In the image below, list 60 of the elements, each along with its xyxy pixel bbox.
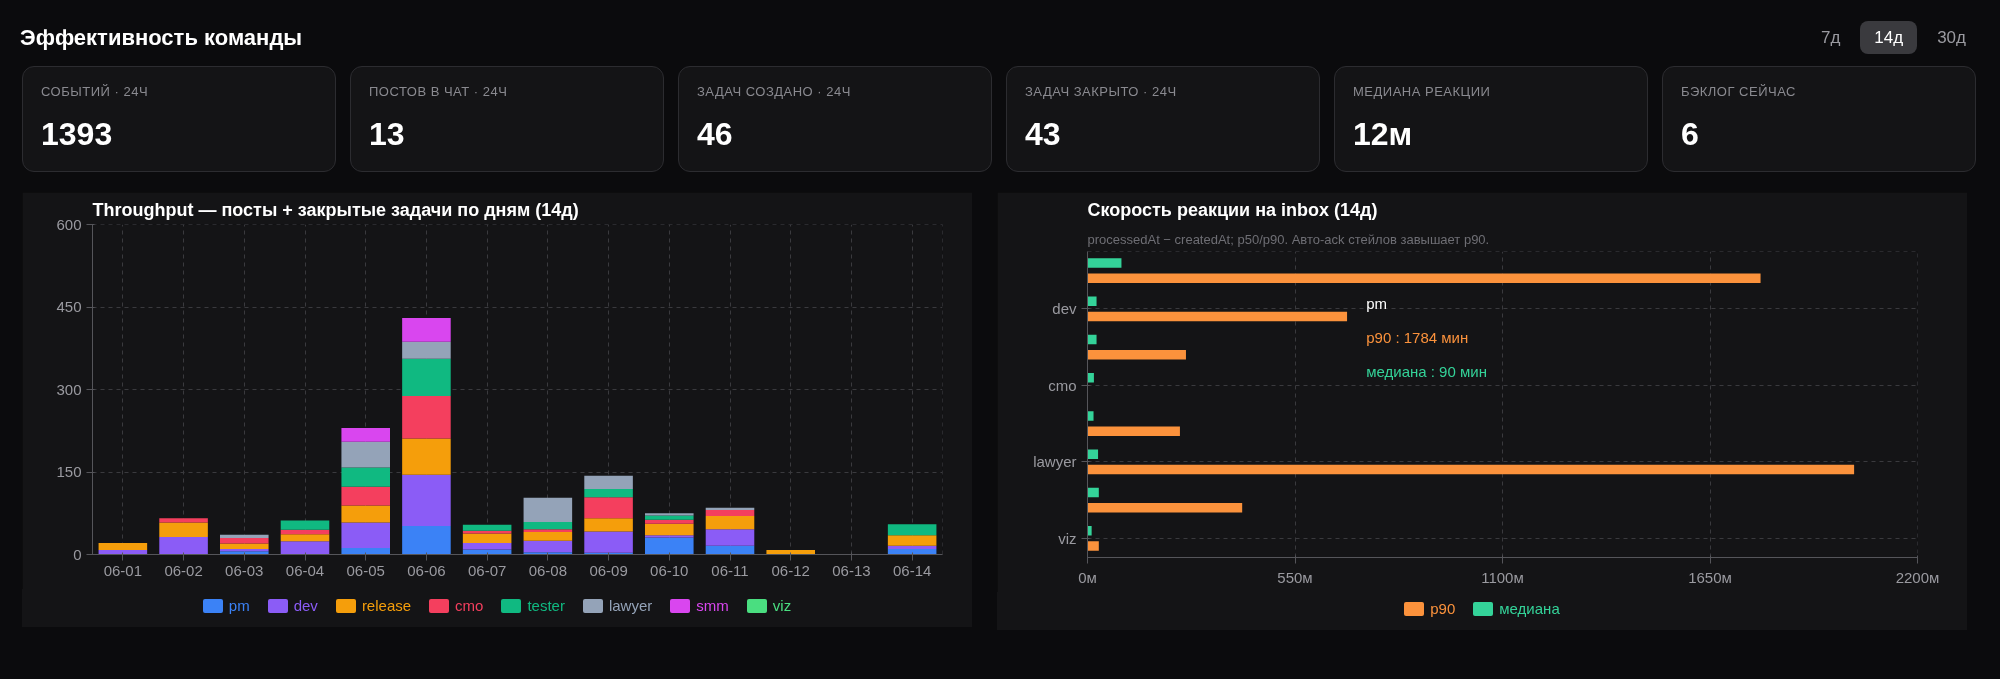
x-tick-label: 06-12: [771, 561, 810, 579]
text: 43: [1025, 114, 1062, 154]
x-tick-label: 0м: [1078, 568, 1097, 586]
x-tick-label: 06-04: [285, 561, 325, 579]
x-tick-label: 06-11: [711, 561, 749, 579]
legend-label: dev: [293, 596, 318, 616]
x-tick-label: 550м: [1277, 568, 1313, 586]
text: 30д: [1936, 26, 1967, 49]
chart-title: Throughput — посты + закрытые задачи по дням (14д): [92, 199, 579, 220]
x-tick-label: 06-09: [589, 561, 628, 579]
text: 46: [697, 114, 734, 154]
x-tick-label: 06-08: [528, 561, 568, 579]
text: МЕДИАНА РЕАКЦИИ: [1353, 83, 1492, 101]
text: ПОСТОВ В ЧАТ · 24Ч: [369, 83, 509, 101]
y-tick-label: viz: [1058, 529, 1077, 547]
y-tick-label: 0: [73, 545, 82, 563]
x-tick-label: 06-05: [346, 561, 385, 579]
x-tick-label: 2200м: [1895, 568, 1940, 586]
y-tick-label: dev: [1052, 300, 1077, 318]
x-tick-label: 06-01: [103, 561, 143, 579]
legend-label: smm: [696, 596, 729, 616]
text: 7д: [1819, 26, 1842, 49]
x-tick-label: 06-14: [892, 561, 932, 579]
text: 1393: [41, 114, 114, 154]
y-tick-label: 300: [56, 380, 82, 398]
text: 6: [1681, 114, 1700, 154]
y-tick-label: lawyer: [1033, 453, 1077, 471]
x-tick-label: 06-06: [407, 561, 446, 579]
chart-title: Скорость реакции на inbox (14д): [1087, 199, 1378, 220]
x-tick-label: 1100м: [1481, 568, 1524, 586]
legend-label: медиана: [1499, 599, 1560, 619]
annotation: pm: [1366, 294, 1388, 312]
annotation: p90 : 1784 мин: [1366, 329, 1469, 347]
legend-label: pm: [228, 596, 250, 616]
y-tick-label: 600: [56, 215, 82, 233]
legend-label: viz: [772, 596, 792, 616]
x-tick-label: 06-07: [467, 561, 507, 579]
text: 14д: [1860, 20, 1918, 54]
chart-subtitle: processedAt − createdAt; p50/p90. Авто-ack стейлов завышает p90.: [1087, 231, 1490, 247]
y-tick-label: 450: [56, 298, 82, 315]
legend-label: p90: [1430, 599, 1456, 619]
legend-label: cmo: [455, 596, 484, 616]
y-tick-label: cmo: [1048, 376, 1077, 394]
x-tick-label: 06-03: [225, 561, 264, 579]
text: 13: [369, 114, 406, 154]
text: ЗАДАЧ СОЗДАНО · 24Ч: [697, 83, 852, 101]
text: ЗАДАЧ ЗАКРЫТО · 24Ч: [1025, 83, 1178, 101]
x-tick-label: 1650м: [1688, 568, 1732, 586]
legend-label: lawyer: [608, 596, 653, 616]
legend-label: release: [361, 596, 412, 616]
x-tick-label: 06-02: [164, 561, 203, 579]
text: БЭКЛОГ СЕЙЧАС: [1681, 83, 1797, 101]
x-tick-label: 06-10: [650, 561, 689, 579]
legend-label: tester: [527, 596, 565, 616]
annotation: медиана : 90 мин: [1366, 363, 1487, 381]
text: Эффективность команды: [20, 24, 303, 52]
y-tick-label: 150: [56, 463, 82, 480]
x-tick-label: 06-13: [832, 561, 871, 579]
text: 12м: [1353, 114, 1414, 154]
text: СОБЫТИЙ · 24Ч: [41, 83, 150, 101]
